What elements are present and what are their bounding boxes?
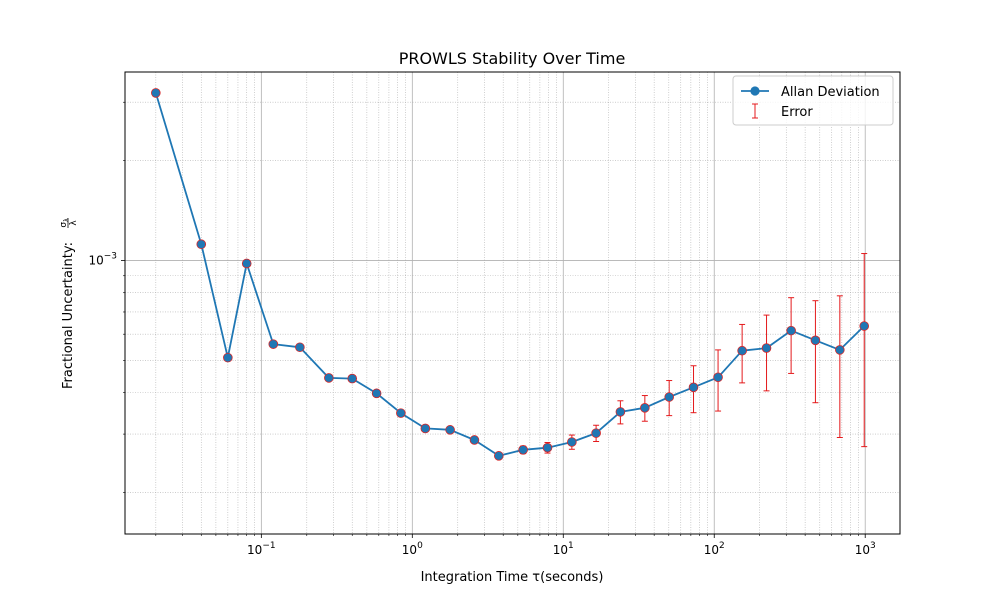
y-axis-label: Fractional Uncertainty: σλ λ xyxy=(59,218,79,389)
data-point xyxy=(542,442,553,453)
tick-layer: 10−1 100 101 102 103 10−3 xyxy=(88,101,876,557)
data-point xyxy=(196,239,207,250)
plot-frame xyxy=(124,71,901,535)
data-point xyxy=(835,345,845,355)
x-tick-label: 100 xyxy=(402,541,423,557)
data-point xyxy=(371,388,382,399)
data-point xyxy=(713,372,723,383)
data-point xyxy=(859,321,870,331)
x-tick-label: 10−1 xyxy=(247,541,276,557)
data-point xyxy=(151,88,161,98)
y-axis-label-denominator: λ xyxy=(69,220,79,226)
x-tick-label: 103 xyxy=(855,541,876,557)
data-point xyxy=(347,373,358,384)
data-point xyxy=(493,451,504,461)
data-point xyxy=(469,435,480,445)
data-point xyxy=(786,325,796,336)
data-point xyxy=(640,403,650,413)
x-axis-label: Integration Time τ(seconds) xyxy=(421,570,604,585)
x-tick-label: 101 xyxy=(553,541,574,557)
error-bar-layer xyxy=(495,253,868,459)
data-point xyxy=(688,382,699,393)
data-point xyxy=(420,423,431,434)
data-point xyxy=(615,407,626,417)
data-point xyxy=(761,343,772,353)
x-tick-label: 102 xyxy=(704,541,725,557)
data-point xyxy=(324,373,334,383)
legend-label-allan-deviation: Allan Deviation xyxy=(781,85,880,100)
data-point xyxy=(223,352,233,363)
y-axis-label-numerator-sub: λ xyxy=(63,218,70,222)
marker-layer xyxy=(151,88,870,461)
y-axis-label-prefix: Fractional Uncertainty: xyxy=(61,242,76,389)
data-point xyxy=(445,425,455,435)
y-tick-label: 10−3 xyxy=(88,252,117,268)
data-point xyxy=(567,437,577,447)
data-point xyxy=(396,408,406,418)
y-axis-label-numerator: σλ xyxy=(59,218,70,228)
legend-error-swatch xyxy=(752,103,758,119)
data-point xyxy=(241,258,252,269)
data-point xyxy=(518,445,528,455)
legend-marker-swatch xyxy=(750,86,760,96)
legend-label-error: Error xyxy=(781,105,813,120)
data-point xyxy=(737,345,747,356)
data-point xyxy=(664,392,674,402)
data-point xyxy=(591,428,601,438)
legend-box xyxy=(732,75,894,126)
data-point xyxy=(268,339,279,349)
data-point xyxy=(810,335,821,346)
svg-text:Fractional Uncertainty:: Fractional Uncertainty: xyxy=(61,242,76,389)
legend: Allan Deviation Error xyxy=(732,75,894,126)
data-point xyxy=(295,342,305,353)
chart-title: PROWLS Stability Over Time xyxy=(399,49,626,68)
